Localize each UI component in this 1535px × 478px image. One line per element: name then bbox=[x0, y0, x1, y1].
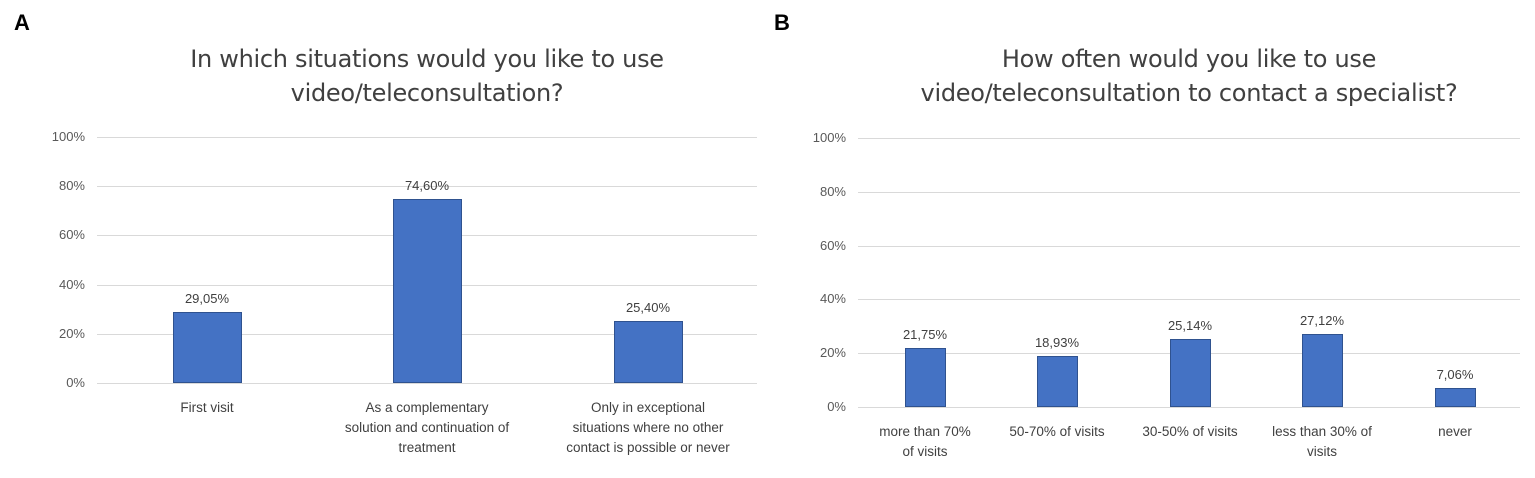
y-tick-label: 0% bbox=[66, 375, 85, 390]
chart-a-title: In which situations would you like to us… bbox=[97, 42, 757, 110]
category-label-line: 50-70% of visits bbox=[1009, 424, 1105, 439]
y-tick-label: 60% bbox=[819, 237, 846, 253]
panel-letter-b: B bbox=[774, 10, 790, 35]
category-label: 30-50% of visits bbox=[1124, 422, 1256, 442]
chart-b-title-line2: video/teleconsultation to contact a spec… bbox=[920, 79, 1458, 107]
data-label: 18,93% bbox=[1034, 335, 1080, 351]
data-label: 25,14% bbox=[1167, 318, 1213, 334]
gridline bbox=[858, 191, 1520, 193]
category-label: less than 30% of visits bbox=[1256, 422, 1388, 462]
category-label: more than 70% of visits bbox=[859, 422, 991, 462]
gridline bbox=[97, 137, 757, 138]
category-label-line: First visit bbox=[180, 400, 234, 415]
y-tick-label: 100% bbox=[812, 130, 846, 145]
chart-a-title-line1: In which situations would you like to us… bbox=[190, 45, 664, 73]
panel-letter-a: A bbox=[14, 10, 30, 35]
bar bbox=[1036, 356, 1078, 407]
bar bbox=[172, 311, 242, 383]
bar bbox=[1301, 334, 1343, 407]
category-label-line: situations where no other bbox=[572, 420, 724, 435]
gridline bbox=[858, 407, 1520, 408]
bar bbox=[1169, 339, 1211, 407]
y-tick-label: 80% bbox=[58, 178, 85, 194]
category-label-line: less than 30% of bbox=[1272, 424, 1372, 439]
y-tick-label: 20% bbox=[58, 325, 85, 341]
category-label-line: more than 70% bbox=[879, 424, 971, 439]
gridline bbox=[858, 299, 1520, 301]
chart-b-title-line1: How often would you like to use bbox=[1001, 45, 1377, 73]
gridline bbox=[97, 383, 757, 384]
chart-a-title-line2: video/teleconsultation? bbox=[290, 79, 564, 107]
y-tick-label: 40% bbox=[819, 291, 846, 307]
category-label-line: 30-50% of visits bbox=[1142, 424, 1238, 439]
category-label-line: Only in exceptional bbox=[590, 400, 706, 415]
chart-a: In which situations would you like to us… bbox=[51, 42, 757, 458]
data-label: 25,40% bbox=[625, 299, 671, 315]
category-label-line: As a complementary bbox=[365, 400, 489, 415]
gridline bbox=[858, 245, 1520, 247]
category-label: 50-70% of visits bbox=[991, 422, 1123, 442]
data-label: 21,75% bbox=[902, 327, 948, 343]
category-label: First visit bbox=[100, 398, 315, 418]
data-label: 7,06% bbox=[1436, 367, 1474, 382]
chart-b-title: How often would you like to use video/te… bbox=[858, 42, 1520, 110]
category-label: Only in exceptional situations where no o… bbox=[541, 398, 756, 458]
category-label-line: solution and continuation of bbox=[344, 420, 510, 435]
y-tick-label: 100% bbox=[51, 129, 85, 144]
gridline bbox=[97, 186, 757, 188]
y-tick-label: 40% bbox=[58, 276, 85, 292]
category-label-line: of visits bbox=[902, 444, 948, 459]
data-label: 29,05% bbox=[184, 290, 230, 306]
category-label: As a complementary solution and continuat… bbox=[320, 398, 535, 458]
y-tick-label: 20% bbox=[819, 345, 846, 361]
y-tick-label: 60% bbox=[58, 227, 85, 243]
bar bbox=[1434, 388, 1476, 407]
category-label-line: contact is possible or never bbox=[566, 440, 730, 455]
category-label: never bbox=[1389, 422, 1521, 442]
bar bbox=[392, 199, 462, 383]
bar bbox=[904, 348, 946, 407]
data-label: 74,60% bbox=[404, 178, 450, 194]
y-tick-label: 80% bbox=[819, 183, 846, 199]
data-label: 27,12% bbox=[1299, 313, 1345, 329]
category-label-line: treatment bbox=[398, 440, 456, 455]
category-label-line: never bbox=[1438, 424, 1472, 439]
y-tick-label: 0% bbox=[827, 399, 846, 414]
bar bbox=[613, 320, 683, 383]
gridline bbox=[858, 138, 1520, 139]
category-label-line: visits bbox=[1307, 444, 1337, 459]
